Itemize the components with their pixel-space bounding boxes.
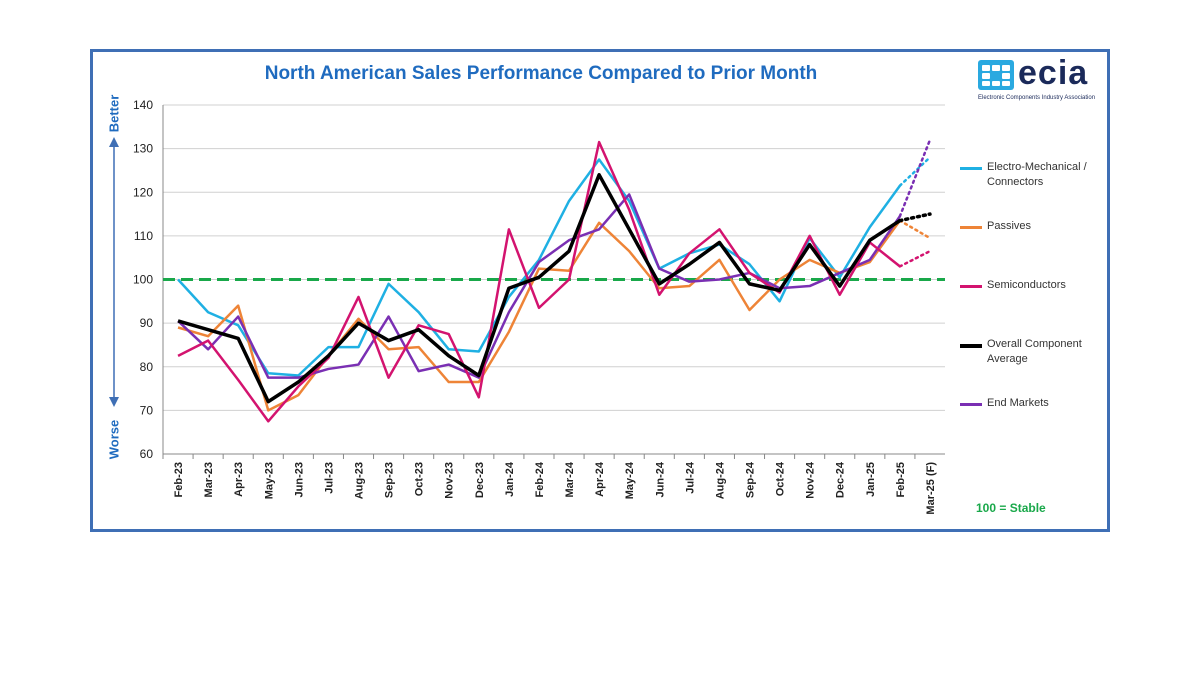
forecast-segment [898, 219, 932, 240]
legend-swatch [960, 344, 982, 348]
worse-arrowhead-icon [109, 397, 119, 407]
y-tick-label: 90 [140, 316, 154, 330]
x-tick-label: Jun-23 [293, 462, 305, 497]
x-tick-label: Mar-23 [203, 462, 215, 497]
series-line [177, 173, 901, 404]
series-line [177, 158, 901, 377]
x-tick-label: Feb-23 [173, 462, 185, 497]
forecast-segment [898, 156, 932, 187]
series-semiconductors [177, 140, 932, 423]
x-tick-label: May-24 [624, 461, 636, 499]
y-axis-ticks: 60 70 80 90 100 110 120 130 140 [133, 98, 153, 461]
legend-item: Semiconductors [960, 278, 1100, 318]
ecia-logo-subtitle: Electronic Components Industry Associati… [978, 95, 1096, 101]
x-tick-label: Nov-24 [805, 461, 817, 499]
x-tick-label: Dec-24 [835, 461, 847, 498]
legend-item: Electro-Mechanical / Connectors [960, 160, 1100, 200]
x-tick-label: Jan-25 [865, 462, 877, 497]
legend-swatch [960, 403, 982, 406]
x-tick-label: Jul-23 [323, 462, 335, 494]
y-tick-label: 70 [140, 403, 154, 417]
series-passives [177, 219, 932, 412]
legend-item: Passives [960, 219, 1100, 259]
x-tick-label: Aug-23 [354, 462, 366, 499]
x-tick-label: Sep-23 [384, 462, 396, 498]
x-tick-label: Oct-24 [775, 461, 787, 496]
better-arrowhead-icon [109, 137, 119, 147]
ecia-logo-mark-icon [978, 60, 1014, 90]
x-axis-ticks: Feb-23 Mar-23 Apr-23 May-23 Jun-23 Jul-23 Aug-… [162, 454, 937, 515]
series-end-markets [177, 138, 932, 379]
legend-label: End Markets [987, 397, 1049, 409]
forecast-segment [898, 249, 932, 268]
x-tick-label: Jan-24 [504, 461, 516, 497]
better-worse-arrow [109, 137, 119, 407]
y-tick-label: 130 [133, 142, 153, 156]
x-tick-label: Mar-24 [564, 461, 576, 497]
forecast-segment [898, 212, 932, 223]
series-line [177, 219, 901, 412]
chart-title: North American Sales Performance Compare… [264, 63, 818, 84]
series-line [177, 193, 901, 379]
chart-frame [90, 49, 1110, 532]
x-tick-label: Dec-23 [474, 462, 486, 498]
forecast-segment [898, 138, 932, 218]
legend-swatch [960, 226, 982, 229]
y-tick-label: 60 [140, 447, 154, 461]
x-tick-label: Oct-23 [414, 462, 426, 496]
legend-item: Overall Component Average [960, 337, 1100, 377]
legend-swatch [960, 167, 982, 170]
stable-note: 100 = Stable [976, 501, 1046, 515]
x-tick-label: Jun-24 [654, 461, 666, 497]
x-tick-label: Aug-24 [714, 461, 726, 499]
y-tick-label: 110 [134, 229, 153, 243]
x-tick-label: Sep-24 [745, 461, 757, 498]
legend-item: End Markets [960, 396, 1100, 436]
x-tick-label: Apr-23 [233, 462, 245, 497]
y-tick-label: 80 [140, 360, 154, 374]
legend-label: Electro-Mechanical / Connectors [987, 161, 1087, 188]
series-overall-component-average [177, 173, 932, 404]
legend-swatch [960, 285, 982, 288]
x-tick-label: Feb-24 [534, 461, 546, 497]
series-line [177, 140, 901, 423]
ecia-logo-text: ecia [1018, 54, 1089, 92]
legend-label: Overall Component Average [987, 338, 1082, 365]
y-tick-label: 140 [133, 98, 153, 112]
legend-label: Passives [987, 220, 1032, 232]
legend-label: Semiconductors [987, 279, 1066, 291]
x-tick-label: May-23 [263, 462, 275, 499]
x-tick-label: Mar-25 (F) [925, 462, 937, 515]
x-tick-label: Feb-25 [895, 462, 907, 497]
y-tick-label: 100 [133, 273, 153, 287]
series-lines [177, 138, 932, 423]
ecia-logo: ecia Electronic Components Industry Asso… [978, 54, 1103, 106]
y-tick-label: 120 [133, 185, 153, 199]
x-tick-label: Nov-23 [444, 462, 456, 499]
x-tick-label: Jul-24 [684, 461, 696, 494]
series-electro-mechanical-connectors [177, 156, 932, 377]
x-tick-label: Apr-24 [594, 461, 606, 497]
